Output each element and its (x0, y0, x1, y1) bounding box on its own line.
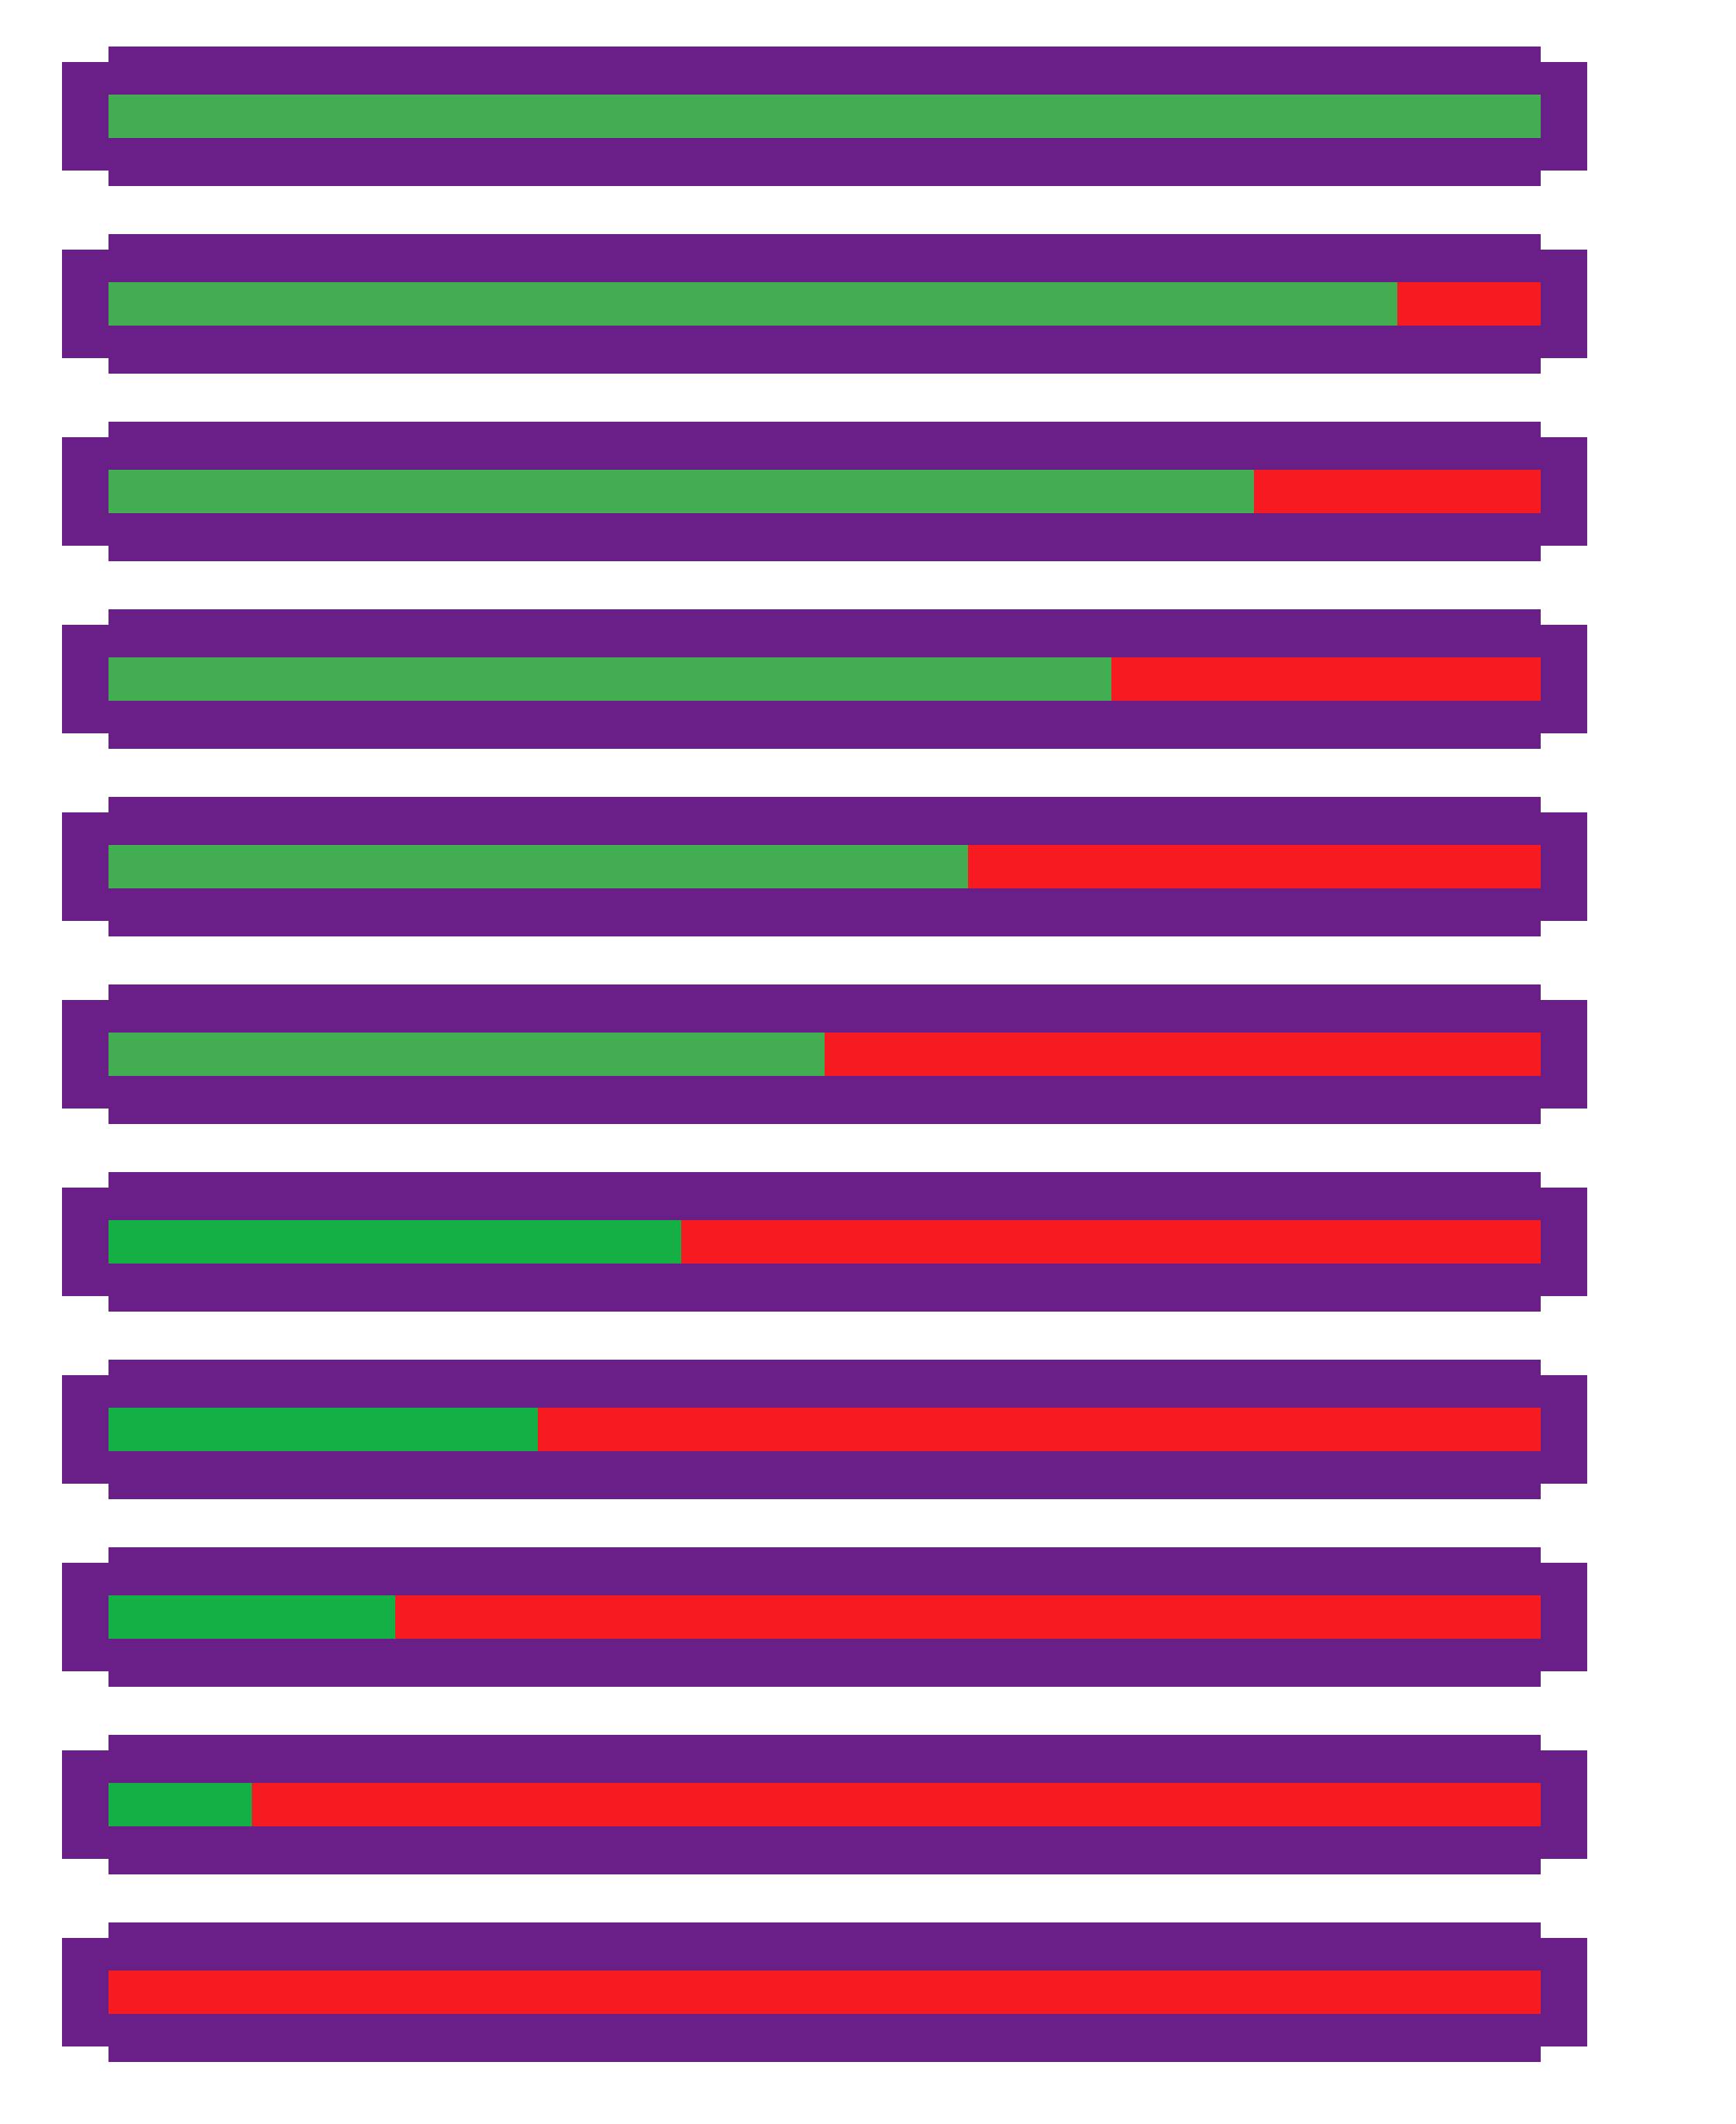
health-bar-frame-cap-left (62, 812, 110, 921)
health-bar-frame-cap-right (1539, 250, 1587, 358)
health-bar-frame-cap-right (1539, 62, 1587, 171)
health-bar-frame-cap-left (62, 625, 110, 733)
health-bar-fill (108, 1033, 825, 1076)
health-bar-frame-cap-left (62, 1563, 110, 1671)
health-bar (62, 47, 1587, 186)
health-bar (62, 1172, 1587, 1312)
health-bar-frame-cap-right (1539, 1188, 1587, 1296)
health-bar-frame-cap-left (62, 250, 110, 358)
health-bar-fill (108, 657, 1111, 701)
health-bar-fill (108, 282, 1398, 326)
health-bar-fill (108, 1595, 395, 1639)
health-bar-frame-cap-left (62, 1750, 110, 1859)
health-bar-frame-cap-left (62, 1375, 110, 1484)
health-bar-frame-cap-left (62, 1000, 110, 1109)
health-bar-fill (108, 95, 1541, 138)
health-bar-frame-cap-right (1539, 1563, 1587, 1671)
health-bar-frame-cap-right (1539, 1750, 1587, 1859)
health-bar-frame-cap-right (1539, 625, 1587, 733)
health-bar-frame-cap-right (1539, 437, 1587, 546)
health-bar-frame-cap-right (1539, 1938, 1587, 2046)
health-bar (62, 1360, 1587, 1499)
health-bar (62, 422, 1587, 561)
health-bar-fill (108, 1408, 539, 1451)
health-bar-frame-cap-left (62, 62, 110, 171)
health-bar-empty-track (108, 1971, 1541, 2014)
health-bar-empty-track (108, 845, 1541, 888)
health-bar-empty-track (108, 95, 1541, 138)
health-bar-frame-cap-right (1539, 1000, 1587, 1109)
health-bar (62, 1735, 1587, 1874)
health-bar-empty-track (108, 1033, 1541, 1076)
health-bar (62, 797, 1587, 936)
health-bar-empty-track (108, 657, 1541, 701)
health-bar-fill (108, 470, 1255, 513)
health-bar-empty-track (108, 1408, 1541, 1451)
health-bar-fill (108, 845, 968, 888)
health-bar-empty-track (108, 282, 1541, 326)
health-bar-empty-track (108, 1595, 1541, 1639)
health-bar (62, 1547, 1587, 1687)
health-bar-empty-track (108, 1220, 1541, 1264)
health-bar-frame-cap-right (1539, 1375, 1587, 1484)
health-bar-fill (108, 1783, 252, 1826)
health-bar (62, 234, 1587, 374)
health-bar (62, 1922, 1587, 2062)
health-bar-fill (108, 1220, 682, 1264)
health-bar-empty-track (108, 470, 1541, 513)
health-bar-frame-cap-left (62, 1188, 110, 1296)
health-bar-empty-track (108, 1783, 1541, 1826)
health-bar (62, 984, 1587, 1124)
health-bar-frame-cap-left (62, 1938, 110, 2046)
health-bar-frame-cap-right (1539, 812, 1587, 921)
health-bar-frame-cap-left (62, 437, 110, 546)
health-bar (62, 609, 1587, 749)
